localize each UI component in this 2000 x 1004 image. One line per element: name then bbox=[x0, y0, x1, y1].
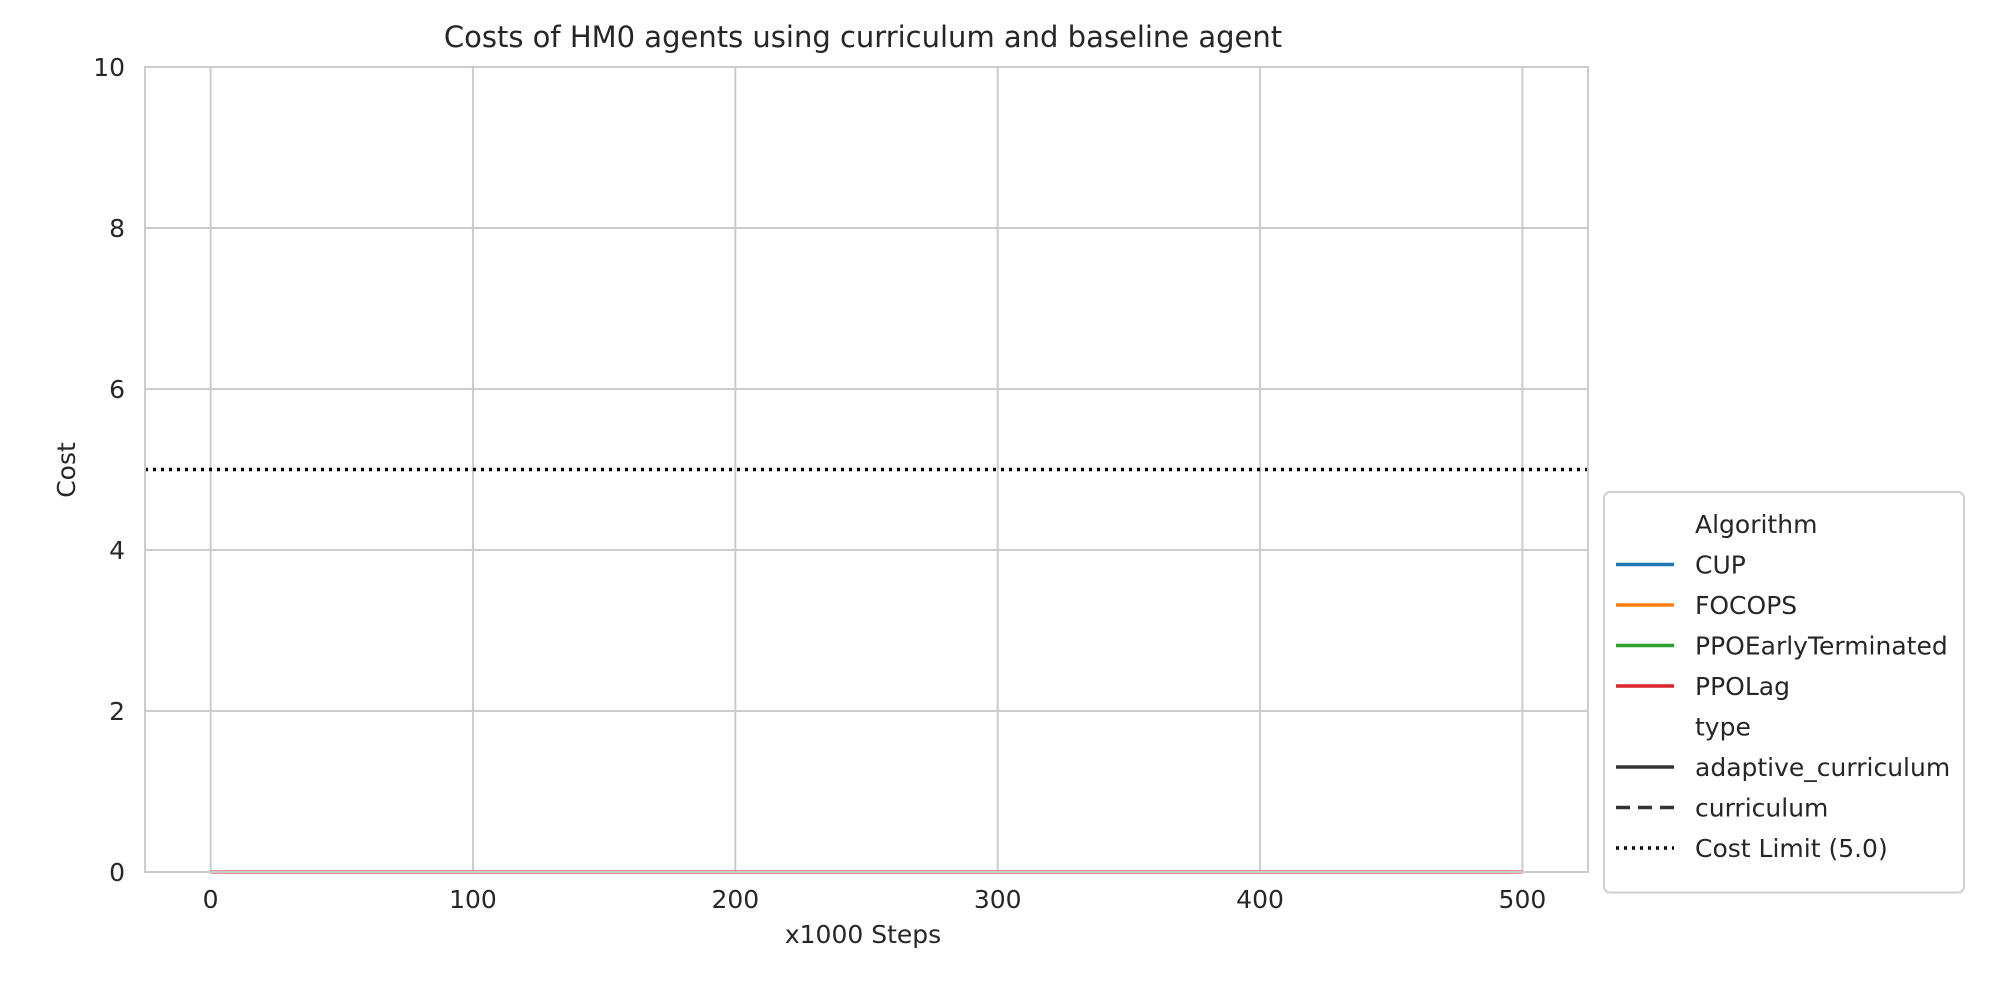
x-tick-label: 100 bbox=[449, 885, 497, 914]
x-tick-label: 400 bbox=[1236, 885, 1284, 914]
plot-frame bbox=[144, 66, 1589, 873]
legend: Algorithm CUP FOCOPS PPOEarlyTerminated PPOL… bbox=[1603, 491, 1965, 894]
legend-label: CUP bbox=[1695, 551, 1746, 580]
x-tick-label: 0 bbox=[203, 885, 219, 914]
legend-label: PPOLag bbox=[1695, 672, 1790, 701]
legend-box bbox=[1603, 491, 1965, 894]
y-tick-label: 10 bbox=[93, 53, 125, 82]
x-axis-label: x1000 Steps bbox=[785, 920, 941, 949]
legend-header: Algorithm bbox=[1695, 510, 1817, 539]
legend-label: adaptive_curriculum bbox=[1695, 753, 1950, 782]
y-tick-label: 6 bbox=[109, 375, 125, 404]
y-tick-label: 0 bbox=[109, 858, 125, 887]
y-tick-label: 4 bbox=[109, 536, 125, 565]
legend-label: curriculum bbox=[1695, 794, 1828, 823]
axis-ticks: 0 100 200 300 400 500 0 2 4 6 8 10 bbox=[93, 53, 1546, 914]
legend-header: type bbox=[1695, 713, 1751, 742]
x-tick-label: 500 bbox=[1499, 885, 1547, 914]
chart-title: Costs of HM0 agents using curriculum and… bbox=[444, 20, 1282, 54]
x-tick-label: 300 bbox=[974, 885, 1022, 914]
legend-label: PPOEarlyTerminated bbox=[1695, 632, 1948, 661]
x-tick-label: 200 bbox=[711, 885, 759, 914]
legend-label: Cost Limit (5.0) bbox=[1695, 834, 1888, 863]
y-tick-label: 8 bbox=[109, 214, 125, 243]
y-axis-label: Cost bbox=[52, 442, 81, 498]
legend-label: FOCOPS bbox=[1695, 591, 1797, 620]
y-tick-label: 2 bbox=[109, 697, 125, 726]
